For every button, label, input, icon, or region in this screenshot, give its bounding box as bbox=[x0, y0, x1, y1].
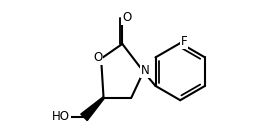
Text: F: F bbox=[181, 35, 187, 48]
Text: O: O bbox=[93, 51, 102, 64]
Text: HO: HO bbox=[52, 110, 70, 123]
Polygon shape bbox=[81, 97, 104, 121]
Text: O: O bbox=[122, 11, 132, 24]
Text: N: N bbox=[141, 64, 149, 77]
